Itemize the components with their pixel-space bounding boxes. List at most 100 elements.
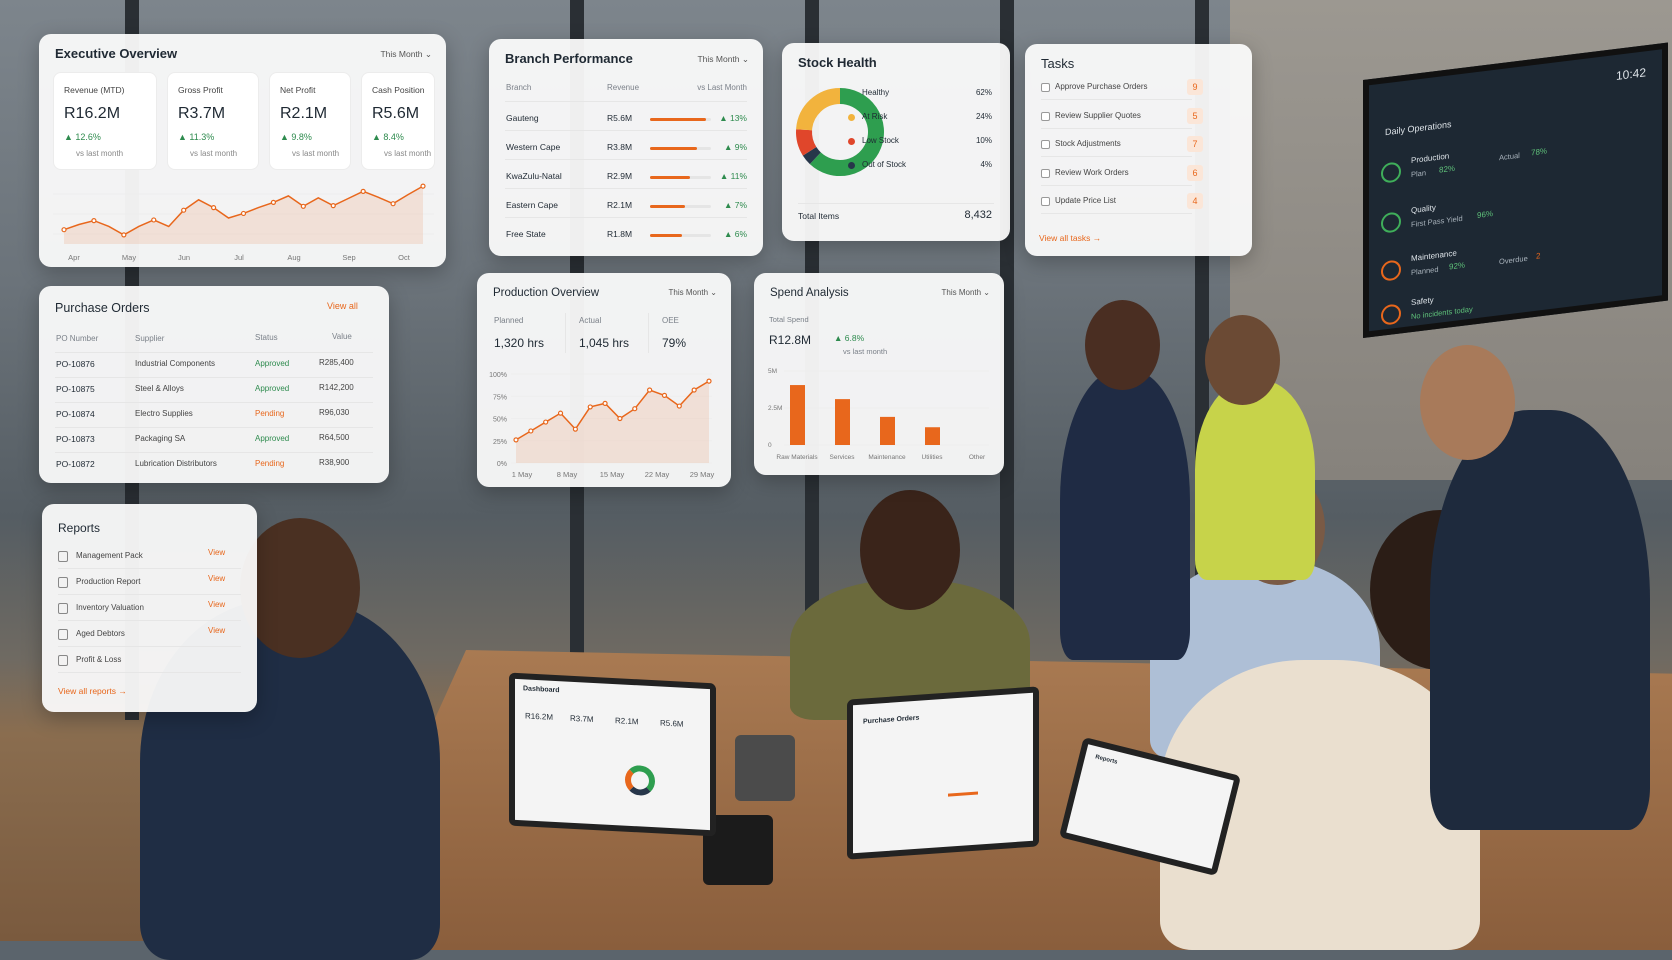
- period-dropdown[interactable]: This Month ⌄: [668, 288, 718, 297]
- column-header: Value: [332, 332, 352, 341]
- card-title: Branch Performance: [505, 51, 633, 66]
- divider: [55, 352, 373, 353]
- bar-utilities: [925, 427, 940, 445]
- chart-line: [515, 380, 710, 441]
- laptop-kpi: R5.6M: [660, 718, 684, 729]
- chart-point: [300, 203, 306, 209]
- divider: [505, 159, 747, 160]
- chart-point: [632, 406, 638, 412]
- report-label: Production Report: [76, 577, 141, 586]
- column-header: Status: [255, 333, 278, 342]
- chart-point: [151, 217, 157, 223]
- kpi-sub: vs last month: [76, 149, 124, 158]
- task-count-badge: 6: [1187, 164, 1203, 181]
- kpi-value: R16.2M: [64, 105, 121, 122]
- period-dropdown[interactable]: This Month ⌄: [380, 49, 432, 59]
- report-view-link[interactable]: View: [208, 626, 226, 635]
- divider: [55, 452, 373, 453]
- production-overview-card: Production Overview This Month ⌄ Planned…: [477, 273, 731, 487]
- view-all-reports-link[interactable]: View all reports →: [58, 686, 127, 696]
- po-number[interactable]: PO-10875: [56, 384, 95, 394]
- divider: [505, 130, 747, 131]
- po-supplier: Packaging SA: [135, 434, 186, 443]
- branch-revenue: R2.1M: [607, 200, 633, 210]
- report-view-link[interactable]: View: [208, 548, 226, 557]
- total-spend-label: Total Spend: [769, 315, 809, 324]
- po-number[interactable]: PO-10874: [56, 409, 95, 419]
- branch-performance-card: Branch Performance This Month ⌄ Branch R…: [489, 39, 763, 256]
- laptop-screen-dashboard: Dashboard R16.2M R3.7M R2.1M R5.6M: [509, 672, 716, 837]
- task-checkbox[interactable]: [1041, 83, 1050, 92]
- clock: 10:42: [1615, 65, 1646, 83]
- chart-point: [330, 203, 336, 209]
- tick-label: 0: [768, 442, 772, 449]
- chart-point: [557, 410, 564, 416]
- card-title: Tasks: [1041, 56, 1075, 71]
- revenue-bar: [650, 118, 711, 121]
- po-number[interactable]: PO-10872: [56, 459, 95, 469]
- fpy-value: 96%: [1477, 209, 1494, 221]
- po-supplier: Electro Supplies: [135, 409, 193, 418]
- tick-label: Maintenance: [868, 454, 906, 461]
- planned-label: Planned: [1411, 264, 1439, 278]
- po-status: Approved: [255, 384, 290, 393]
- view-all-po-link[interactable]: View all: [327, 301, 358, 311]
- total-items-value: 8,432: [964, 209, 992, 221]
- legend-label: Healthy: [862, 88, 890, 97]
- view-all-tasks-link[interactable]: View all tasks →: [1039, 233, 1102, 243]
- po-value: R285,400: [319, 358, 354, 367]
- report-view-link[interactable]: View: [208, 574, 226, 583]
- period-dropdown[interactable]: This Month ⌄: [697, 54, 749, 64]
- reports-card: Reports View all reports → Management Pa…: [42, 504, 257, 712]
- laptop-title: Dashboard: [523, 685, 560, 695]
- laptop-kpi: R2.1M: [615, 716, 639, 727]
- branch-revenue: R1.8M: [607, 229, 633, 239]
- chart-point: [661, 392, 668, 398]
- chart-point: [543, 419, 549, 425]
- kpi-change: ▲ 11.3%: [178, 132, 215, 142]
- actual-value: 78%: [1531, 146, 1548, 158]
- chart-point: [210, 204, 217, 211]
- branch-change: ▲ 6%: [723, 229, 747, 239]
- task-count-badge: 7: [1187, 136, 1203, 152]
- kpi-gross-profit: Gross Profit R3.7M ▲ 11.3% vs last month: [167, 72, 259, 170]
- report-view-link[interactable]: View: [208, 600, 226, 609]
- overdue-value: 2: [1536, 251, 1541, 261]
- card-title: Stock Health: [798, 55, 877, 70]
- task-checkbox[interactable]: [1041, 168, 1050, 178]
- divider: [58, 672, 241, 673]
- tick-label: 1 May: [512, 470, 533, 479]
- tick-label: Raw Materials: [776, 454, 818, 461]
- chart-area: [516, 381, 709, 463]
- tablet-title: Reports: [1094, 754, 1119, 766]
- task-checkbox[interactable]: [1041, 197, 1050, 206]
- chart-point: [91, 217, 97, 224]
- divider: [55, 402, 373, 403]
- kpi-sub: vs last month: [292, 149, 340, 158]
- po-number[interactable]: PO-10876: [56, 359, 95, 369]
- divider: [1041, 184, 1192, 186]
- branch-revenue: R5.6M: [607, 113, 633, 123]
- branch-change: ▲ 9%: [723, 142, 747, 152]
- divider: [58, 594, 241, 595]
- kpi-value: R2.1M: [280, 105, 328, 122]
- divider: [505, 217, 747, 218]
- laptop-bar: [948, 791, 978, 797]
- task-label: Stock Adjustments: [1055, 139, 1121, 148]
- po-number[interactable]: PO-10873: [56, 434, 95, 444]
- maintenance-label: Maintenance: [1411, 248, 1457, 264]
- legend-dot: [848, 162, 855, 169]
- period-dropdown[interactable]: This Month ⌄: [941, 288, 991, 297]
- donut-slice-at-risk: [796, 88, 841, 131]
- donut-slice-healthy: [809, 88, 884, 176]
- report-label: Aged Debtors: [76, 629, 125, 638]
- plant-pot: [735, 735, 795, 801]
- branch-name: Gauteng: [506, 113, 539, 123]
- po-supplier: Steel & Alloys: [135, 384, 184, 393]
- task-checkbox[interactable]: [1041, 140, 1050, 149]
- chart-point: [270, 199, 277, 205]
- task-checkbox[interactable]: [1041, 111, 1050, 121]
- task-count-badge: 9: [1187, 79, 1203, 95]
- spend-bar-chart: 5M 2.5M 0 Raw Materials Services Maintenance U…: [768, 368, 989, 461]
- branch-name: Eastern Cape: [506, 200, 558, 210]
